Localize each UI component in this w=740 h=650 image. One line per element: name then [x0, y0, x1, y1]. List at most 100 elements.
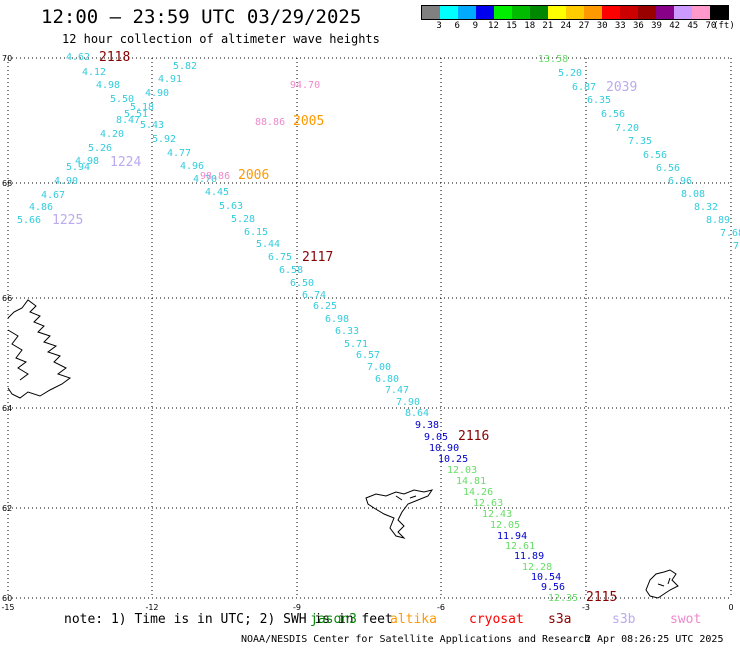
wave-height-value: 5.92 [152, 134, 176, 145]
colorbar-label: 30 [596, 21, 608, 31]
colorbar-label: 70 [705, 21, 717, 31]
wave-height-value: 7.47 [385, 385, 409, 396]
longitude-tick-label: -9 [293, 603, 301, 612]
satellite-legend-s3b: s3b [612, 612, 636, 627]
greenland-coast [7, 299, 72, 399]
pass-id-label: 2039 [606, 80, 637, 95]
longitude-tick-label: 0 [728, 603, 733, 612]
satellite-legend-swot: swot [670, 612, 702, 627]
wave-height-value: 6.56 [601, 109, 625, 120]
wave-height-value: 4.20 [100, 129, 124, 140]
wave-height-value: 12.61 [505, 541, 535, 552]
colorbar-label: 6 [454, 21, 460, 31]
latitude-tick-label: 62 [2, 504, 12, 513]
shetland-coast [645, 569, 679, 599]
colorbar-label: 18 [524, 21, 536, 31]
colorbar-labels: 3 6 9 12 15 18 21 24 27 30 33 36 39 42 45 70 (ft) [421, 21, 740, 33]
wave-height-value: 5.43 [140, 120, 164, 131]
wave-height-value: 6.35 [587, 95, 611, 106]
wave-height-value: 11.94 [497, 531, 527, 542]
wave-height-value: 8.89 [706, 215, 730, 226]
wave-height-value: 9.56 [541, 582, 565, 593]
wave-height-value: 9.38 [415, 420, 439, 431]
wave-height-value: 12.03 [447, 465, 477, 476]
wave-height-value: 7 [733, 241, 739, 252]
wave-height-value: 13.58 [538, 54, 568, 65]
colorbar-swatch [440, 6, 458, 19]
wave-height-value: 6.56 [643, 150, 667, 161]
wave-height-value: 5.44 [256, 239, 280, 250]
wave-height-value: 7.00 [367, 362, 391, 373]
colorbar-swatch [512, 6, 530, 19]
wave-height-value: 6.75 [268, 252, 292, 263]
colorbar-swatch [692, 6, 710, 19]
swh-colorbar [421, 5, 729, 20]
wave-height-value: 6.50 [290, 278, 314, 289]
colorbar-label: 15 [506, 21, 517, 31]
wave-height-value: 6.80 [375, 374, 399, 385]
wave-height-value: 4.98 [96, 80, 120, 91]
colorbar-label: 24 [560, 21, 572, 31]
colorbar-swatch [602, 6, 620, 19]
wave-height-value: 6.74 [302, 290, 326, 301]
wave-height-value: 12.35 [548, 593, 578, 604]
faroe-coast [365, 489, 434, 539]
latitude-tick-label: 66 [2, 294, 12, 303]
wave-height-value: 4.90 [54, 176, 78, 187]
wave-height-value: 7.20 [615, 123, 639, 134]
colorbar-label: 42 [669, 21, 681, 31]
wave-height-value: 4.90 [145, 88, 169, 99]
credit-text: NOAA/NESDIS Center for Satellite Applica… [241, 634, 591, 645]
wave-height-value: 10.25 [438, 454, 468, 465]
wave-height-value: 10.90 [429, 443, 459, 454]
wave-height-value: 6.57 [356, 350, 380, 361]
wave-height-value: 6.33 [335, 326, 359, 337]
colorbar-swatch [620, 6, 638, 19]
wave-height-value: 5.50 [110, 94, 134, 105]
colorbar-label: 39 [651, 21, 662, 31]
colorbar-swatch [656, 6, 674, 19]
wave-height-value: 12.63 [473, 498, 503, 509]
wave-height-value: 5.63 [219, 201, 243, 212]
wave-height-value: 4.67 [41, 190, 65, 201]
colorbar-swatch [584, 6, 602, 19]
wave-height-value: 5.66 [17, 215, 41, 226]
colorbar-label: 12 [488, 21, 499, 31]
latitude-tick-label: 70 [2, 54, 12, 63]
wave-height-value: 7.68 [720, 228, 740, 239]
wave-height-value: 7.35 [628, 136, 652, 147]
longitude-tick-label: -12 [145, 603, 158, 612]
wave-height-value: 4.77 [167, 148, 191, 159]
timestamp-text: 2 Apr 08:26:25 UTC 2025 [585, 634, 724, 645]
wave-height-value: 6.98 [325, 314, 349, 325]
colorbar-label: 45 [687, 21, 699, 31]
wave-height-value: 98.86 [200, 171, 230, 182]
wave-height-value: 5.51 [124, 109, 148, 120]
colorbar-label: 9 [472, 21, 479, 31]
wave-height-value: 5.18 [130, 102, 154, 113]
colorbar-swatch [458, 6, 476, 19]
wave-height-value: 6.56 [656, 163, 680, 174]
wave-height-value: 4.70 [193, 174, 217, 185]
satellite-legend-altika: altika [390, 612, 437, 627]
wave-height-value: 5.28 [231, 214, 255, 225]
pass-id-label: 2006 [238, 168, 269, 183]
pass-id-label: 2115 [586, 590, 617, 605]
wave-height-value: 4.12 [82, 67, 106, 78]
colorbar-label: 21 [542, 21, 554, 31]
colorbar-label: 3 [436, 21, 442, 31]
colorbar-swatch [530, 6, 548, 19]
wave-height-value: 5.26 [88, 143, 112, 154]
colorbar-swatch [494, 6, 512, 19]
wave-height-value: 8.32 [694, 202, 718, 213]
wave-height-value: 4.62 [66, 52, 90, 63]
map-title: 12:00 – 23:59 UTC 03/29/2025 [41, 6, 362, 28]
satellite-legend-s3a: s3a [548, 612, 572, 627]
pass-id-label: 1225 [52, 213, 83, 228]
wave-height-value: 4.98 [75, 156, 99, 167]
colorbar-swatch [674, 6, 692, 19]
wave-height-value: 88.86 [255, 117, 285, 128]
wave-height-value: 7.90 [396, 397, 420, 408]
wave-height-value: 10.54 [531, 572, 561, 583]
